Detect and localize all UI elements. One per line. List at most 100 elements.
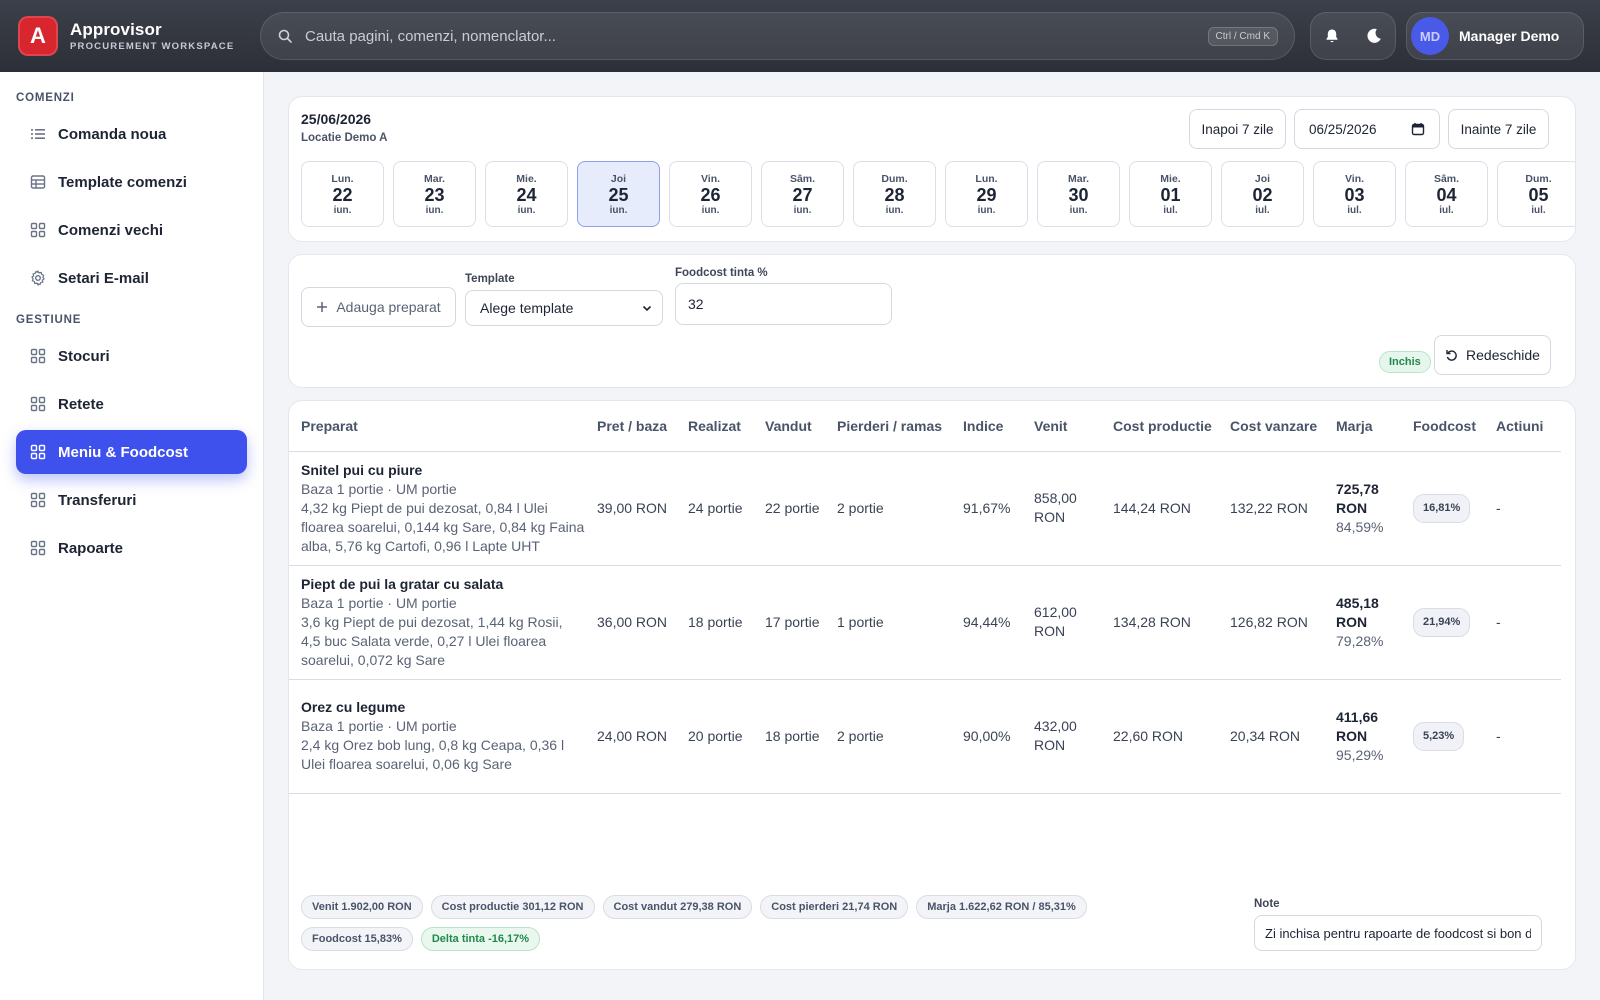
sidebar-item-label: Retete	[58, 395, 104, 413]
margin-value: 485,18 RON	[1336, 594, 1379, 630]
day-tile[interactable]: Mie. 24 iun.	[485, 161, 568, 227]
table-row[interactable]: Piept de pui la gratar cu salata Baza 1 …	[289, 565, 1561, 680]
day-name: Dum.	[881, 172, 908, 185]
grid-icon	[30, 396, 46, 412]
sidebar-item-label: Rapoarte	[58, 539, 124, 557]
column-header[interactable]: Preparat	[289, 401, 585, 452]
day-tile-selected[interactable]: Joi 25 iun.	[577, 161, 660, 227]
foodcost-cell: 5,23%	[1401, 679, 1484, 794]
day-strip: Lun. 22 iun. Mar. 23 iun. Mie. 24 iun. Joi 25 iu…	[301, 161, 1575, 227]
day-tile[interactable]: Lun. 29 iun.	[945, 161, 1028, 227]
sidebar-item-comenzi-vechi[interactable]: Comenzi vechi	[16, 208, 247, 252]
day-tile[interactable]: Dum. 05 iul.	[1497, 161, 1575, 227]
foodcost-badge: 21,94%	[1413, 607, 1471, 637]
column-header[interactable]: Realizat	[676, 401, 753, 452]
day-month: iul.	[1163, 204, 1178, 216]
column-header[interactable]: Foodcost	[1401, 401, 1484, 452]
back-7-days-button[interactable]: Inapoi 7 zile	[1189, 109, 1286, 149]
day-tile[interactable]: Joi 02 iul.	[1221, 161, 1304, 227]
reopen-button[interactable]: Redeschide	[1434, 335, 1551, 375]
template-select-value: Alege template	[480, 300, 574, 316]
sidebar-item-setari-email[interactable]: Setari E-mail	[16, 256, 247, 300]
menu-table-panel: Preparat Pret / baza Realizat Vandut Pie…	[288, 400, 1576, 970]
day-tile[interactable]: Sâm. 27 iun.	[761, 161, 844, 227]
day-month: iul.	[1255, 204, 1270, 216]
day-number: 22	[332, 184, 353, 205]
brand[interactable]: A Approvisor PROCUREMENT WORKSPACE	[0, 16, 260, 56]
margin-value: 725,78 RON	[1336, 480, 1379, 516]
sidebar: COMENZI Comanda noua Template comenzi Co…	[0, 72, 264, 1000]
search-input[interactable]	[305, 27, 1208, 45]
day-number: 28	[884, 184, 905, 205]
menu-table: Preparat Pret / baza Realizat Vandut Pie…	[289, 401, 1561, 794]
sidebar-item-comanda-noua[interactable]: Comanda noua	[16, 112, 247, 156]
day-tile[interactable]: Mar. 30 iun.	[1037, 161, 1120, 227]
day-tile[interactable]: Vin. 26 iun.	[669, 161, 752, 227]
column-header[interactable]: Pret / baza	[585, 401, 676, 452]
column-header[interactable]: Pierderi / ramas	[825, 401, 951, 452]
dish-base: Baza 1 portie · UM portie	[301, 480, 457, 497]
user-menu[interactable]: MD Manager Demo	[1406, 12, 1584, 60]
day-name: Mie.	[516, 172, 537, 185]
realized-cell: 18 portie	[676, 565, 753, 680]
column-header[interactable]: Vandut	[753, 401, 825, 452]
index-cell: 90,00%	[951, 679, 1022, 794]
table-row[interactable]: Snitel pui cu piure Baza 1 portie · UM p…	[289, 451, 1561, 566]
date-panel: 25/06/2026 Locatie Demo A Inapoi 7 zile …	[288, 96, 1576, 242]
foodcost-target-input[interactable]	[675, 283, 892, 325]
day-month: iun.	[609, 204, 628, 216]
forward-7-days-button[interactable]: Inainte 7 zile	[1448, 109, 1549, 149]
column-header[interactable]: Marja	[1324, 401, 1401, 452]
sidebar-item-transferuri[interactable]: Transferuri	[16, 478, 247, 522]
column-header: Actiuni	[1484, 401, 1561, 452]
realized-cell: 24 portie	[676, 451, 753, 566]
foodcost-cell: 16,81%	[1401, 451, 1484, 566]
sidebar-item-rapoarte[interactable]: Rapoarte	[16, 526, 247, 570]
sidebar-item-retete[interactable]: Retete	[16, 382, 247, 426]
day-month: iun.	[793, 204, 812, 216]
table-row[interactable]: Orez cu legume Baza 1 portie · UM portie…	[289, 679, 1561, 794]
app-logo: A	[18, 16, 58, 56]
search-shortcut-hint: Ctrl / Cmd K	[1207, 26, 1278, 46]
global-search[interactable]: Ctrl / Cmd K	[260, 12, 1295, 60]
loss-cell: 1 portie	[825, 565, 951, 680]
production-cost-cell: 134,28 RON	[1101, 565, 1218, 680]
add-dish-button[interactable]: Adauga preparat	[301, 287, 456, 327]
day-tile[interactable]: Mie. 01 iul.	[1129, 161, 1212, 227]
sidebar-section-title: GESTIUNE	[16, 314, 82, 326]
day-name: Sâm.	[789, 172, 816, 185]
column-header[interactable]: Cost vanzare	[1218, 401, 1324, 452]
actions-cell: -	[1484, 565, 1561, 680]
template-select[interactable]: Alege template	[465, 290, 663, 326]
sale-cost-cell: 126,82 RON	[1218, 565, 1324, 680]
margin-percent: 84,59%	[1336, 518, 1384, 535]
sidebar-item-stocuri[interactable]: Stocuri	[16, 334, 247, 378]
column-header[interactable]: Indice	[951, 401, 1022, 452]
day-tile[interactable]: Lun. 22 iun.	[301, 161, 384, 227]
revenue-cell: 432,00 RON	[1022, 679, 1101, 794]
day-month: iun.	[885, 204, 904, 216]
summary-chip-target-delta: Delta tinta -16,17%	[420, 927, 541, 951]
status-badge: Inchis	[1379, 351, 1431, 373]
day-tile[interactable]: Vin. 03 iul.	[1313, 161, 1396, 227]
day-name: Mar.	[1067, 172, 1089, 185]
day-number: 04	[1436, 184, 1457, 205]
day-number: 01	[1160, 184, 1181, 205]
sidebar-item-meniu-foodcost[interactable]: Meniu & Foodcost	[16, 430, 247, 474]
moon-icon[interactable]	[1360, 22, 1388, 50]
actions-cell: -	[1484, 679, 1561, 794]
note-input[interactable]	[1254, 915, 1542, 951]
margin-percent: 95,29%	[1336, 746, 1384, 763]
bell-icon[interactable]	[1318, 22, 1346, 50]
column-header[interactable]: Venit	[1022, 401, 1101, 452]
date-picker-input[interactable]: 06/25/2026	[1294, 109, 1440, 149]
loss-cell: 2 portie	[825, 451, 951, 566]
day-tile[interactable]: Dum. 28 iun.	[853, 161, 936, 227]
dish-base: Baza 1 portie · UM portie	[301, 718, 457, 734]
day-tile[interactable]: Mar. 23 iun.	[393, 161, 476, 227]
user-name: Manager Demo	[1459, 28, 1560, 44]
grid-icon	[30, 492, 46, 508]
column-header[interactable]: Cost productie	[1101, 401, 1218, 452]
sidebar-item-template-comenzi[interactable]: Template comenzi	[16, 160, 247, 204]
day-tile[interactable]: Sâm. 04 iul.	[1405, 161, 1488, 227]
